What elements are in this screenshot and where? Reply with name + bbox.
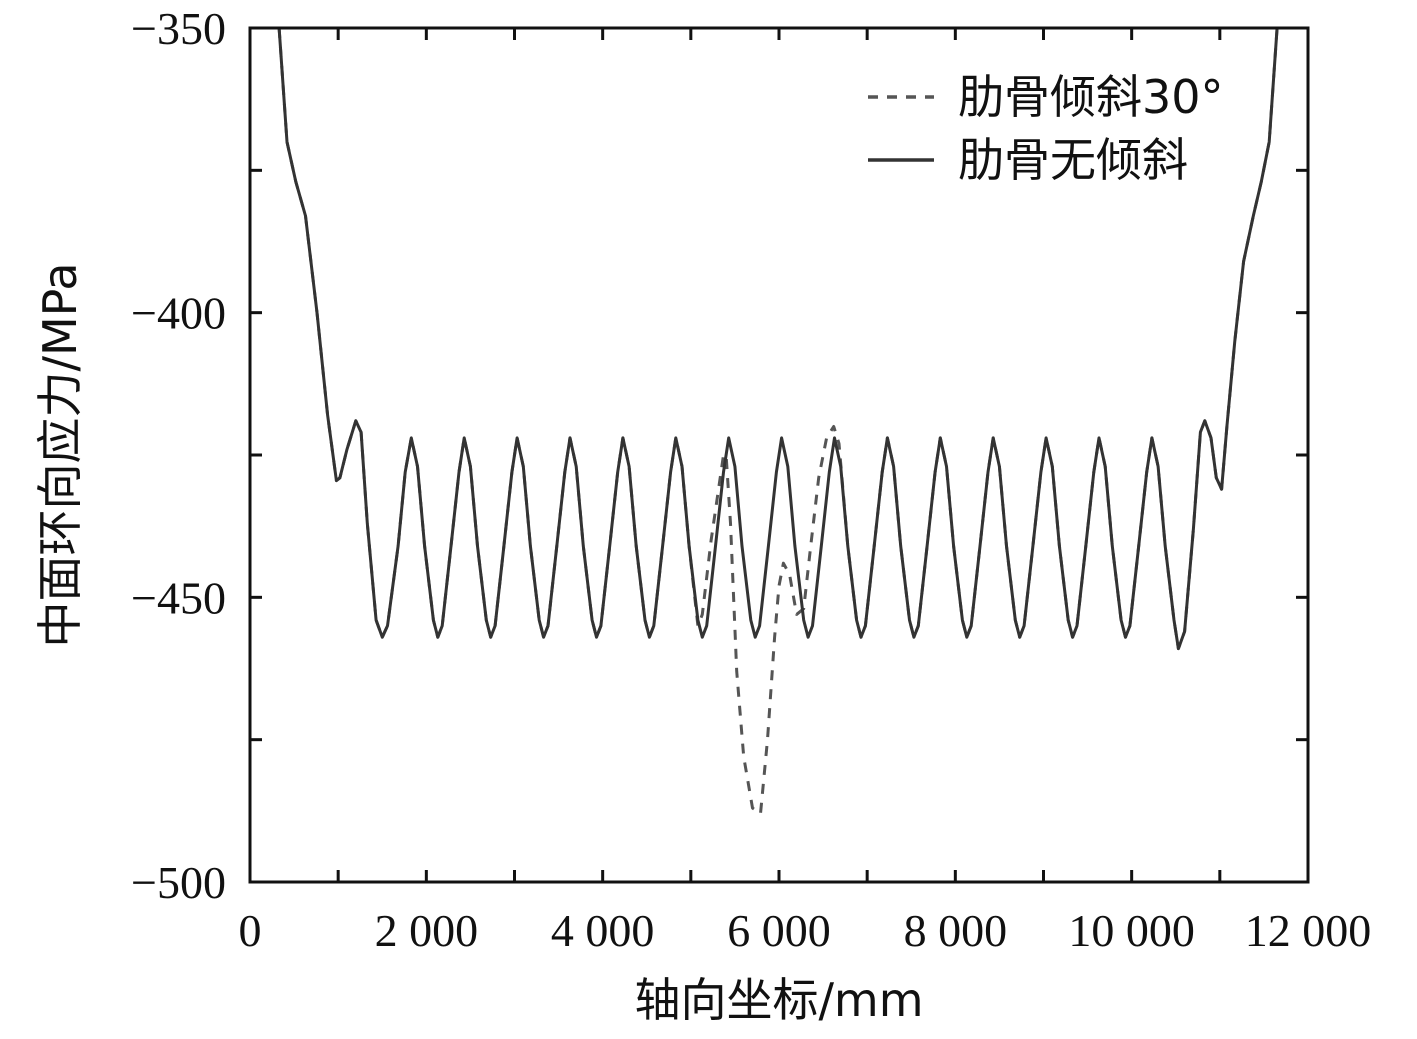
legend-label-series-2: 肋骨无倾斜: [958, 133, 1188, 187]
x-tick-label: 12 000: [1245, 905, 1372, 956]
y-axis-label: 中面环向应力/MPa: [33, 262, 87, 647]
legend: 肋骨倾斜30° 肋骨无倾斜: [868, 70, 1224, 187]
x-tick-label: 6 000: [727, 905, 831, 956]
x-tick-label: 4 000: [551, 905, 655, 956]
x-tick-label: 10 000: [1068, 905, 1195, 956]
series-line-2: [277, 28, 1279, 651]
y-tick-label: −500: [131, 857, 226, 908]
y-tick-label: −400: [131, 288, 226, 339]
y-tick-label: −450: [131, 572, 226, 623]
series-lines: [277, 28, 1279, 816]
legend-label-series-1: 肋骨倾斜30°: [958, 70, 1224, 124]
tick-labels: 0 2 000 4 000 6 000 8 000 10 000 12 000 −350 −40…: [131, 3, 1371, 956]
x-axis-label: 轴向坐标/mm: [634, 973, 923, 1027]
x-tick-label: 0: [239, 905, 262, 956]
axis-ticks: [248, 26, 1310, 884]
x-tick-label: 8 000: [904, 905, 1008, 956]
y-tick-label: −350: [131, 3, 226, 54]
x-tick-label: 2 000: [375, 905, 479, 956]
